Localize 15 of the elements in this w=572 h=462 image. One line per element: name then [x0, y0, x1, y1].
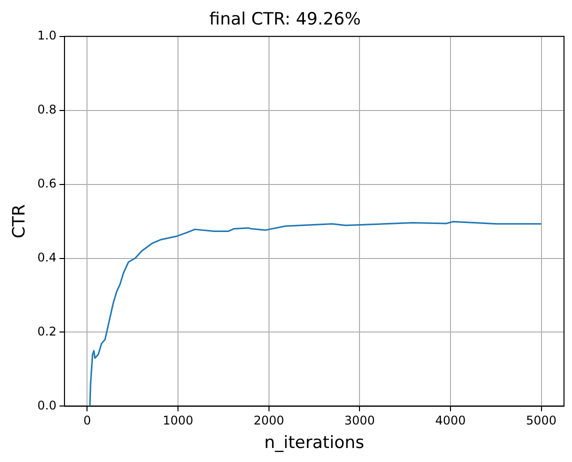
- y-tick-label: 0.8: [37, 102, 56, 116]
- x-tick-label: 5000: [526, 414, 557, 428]
- y-tick-label: 0.2: [37, 324, 56, 338]
- y-tick-label: 0.0: [37, 398, 56, 412]
- chart-title: final CTR: 49.26%: [209, 10, 361, 30]
- x-tick-label: 1000: [162, 414, 194, 428]
- x-axis-title: n_iterations: [264, 433, 364, 454]
- x-tick-label: 4000: [435, 414, 466, 428]
- y-tick-label: 0.6: [37, 176, 56, 190]
- y-tick-label: 1.0: [37, 28, 56, 43]
- y-tick-label: 0.4: [37, 250, 56, 264]
- x-tick-label: 2000: [254, 414, 284, 428]
- x-tick-label: 0: [83, 414, 92, 428]
- y-axis-title: CTR: [10, 204, 30, 238]
- x-tick-label: 3000: [344, 414, 375, 428]
